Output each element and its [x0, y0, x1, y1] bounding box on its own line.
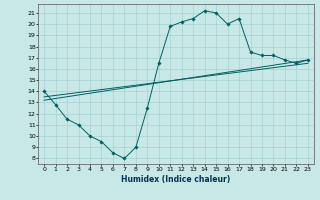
X-axis label: Humidex (Indice chaleur): Humidex (Indice chaleur)	[121, 175, 231, 184]
